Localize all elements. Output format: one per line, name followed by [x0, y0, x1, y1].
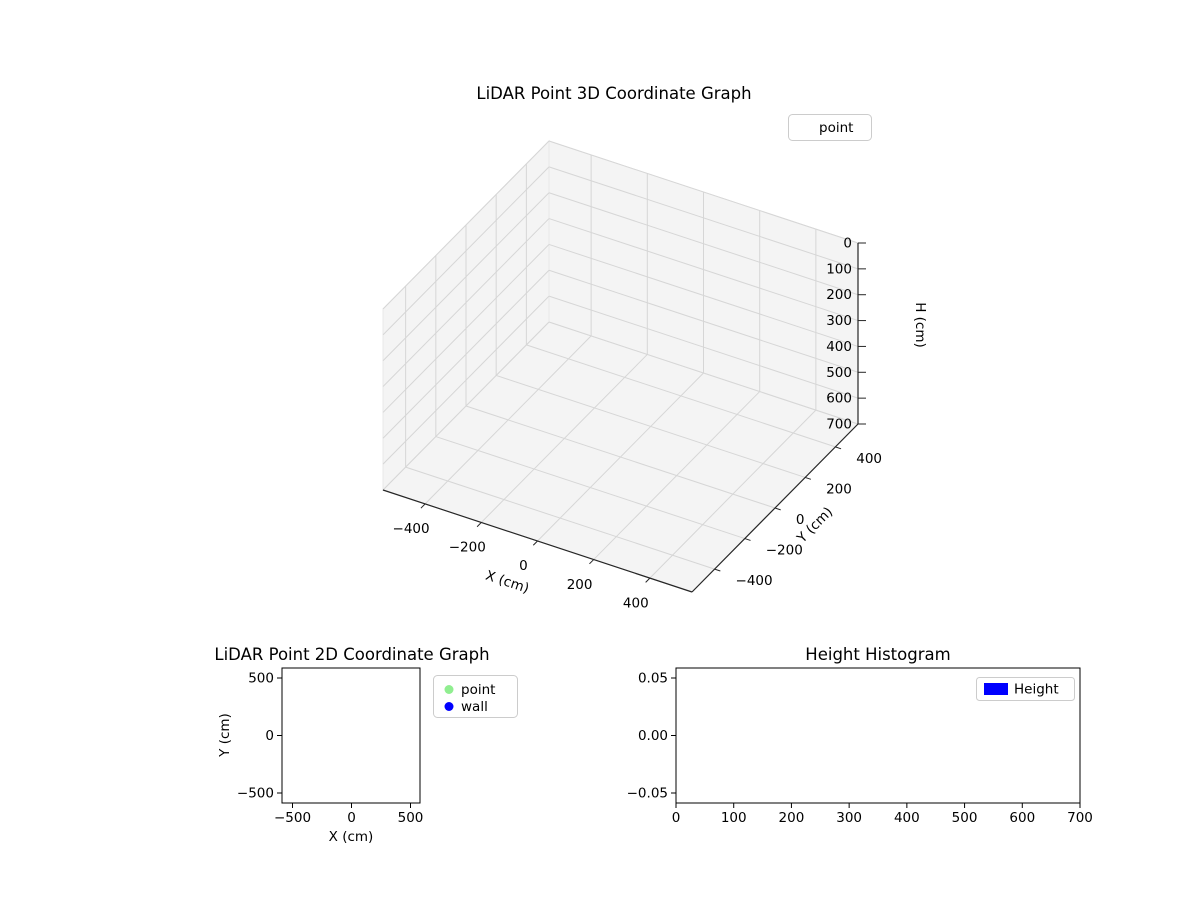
gridline: [382, 244, 550, 413]
gridline: [548, 321, 859, 425]
legend-marker-point: [444, 685, 454, 694]
plot3d-ticks: −400−2000200400−400−20002004000100200300…: [393, 236, 883, 612]
histogram-title: Height Histogram: [805, 645, 950, 664]
x-tick-label: 500: [952, 810, 978, 826]
gridline: [382, 321, 550, 491]
plot2d-title: LiDAR Point 2D Coordinate Graph: [214, 645, 489, 664]
histogram-legend: Height: [976, 677, 1075, 701]
legend-frame: [788, 114, 872, 141]
gridline: [548, 166, 859, 270]
legend-patch-height: [984, 683, 1008, 695]
z-tick-label: 700: [826, 417, 852, 433]
gridline: [548, 140, 859, 244]
x-tick-label: 0: [347, 810, 356, 826]
gridline: [465, 405, 776, 509]
plot2d-x-axis-label: X (cm): [329, 829, 374, 845]
x-tick-label: 100: [721, 810, 747, 826]
plot2d-axes: −500 0 500 −500 0 500: [237, 667, 424, 826]
x-tick-label: 200: [567, 577, 593, 593]
z-tick-label: 300: [826, 313, 852, 329]
lidar-2d-plot: −500 0 500 −500 0 500 LiDAR Point 2D Coordina…: [214, 645, 518, 845]
plot3d-gridlines: [382, 140, 859, 579]
legend-label-wall: wall: [461, 699, 488, 715]
x-tick-label: 400: [623, 595, 649, 611]
z-tick-label: 600: [826, 391, 852, 407]
y-tick-label: 0.00: [638, 728, 668, 744]
histogram-axes: 0 100 200 300 400 500 600 700 −0.05 0.00 0.05: [627, 667, 1093, 826]
x-tick-mark: [532, 540, 538, 546]
x-tick-label: 400: [894, 810, 920, 826]
x-tick-label: −500: [274, 810, 311, 826]
x-tick-mark: [645, 577, 651, 583]
x-tick-label: −200: [449, 540, 486, 556]
gridline: [382, 140, 550, 310]
gridline: [548, 192, 859, 296]
y-tick-label: −500: [237, 786, 274, 802]
gridline: [548, 295, 859, 399]
y-tick-label: 500: [248, 671, 274, 687]
y-tick-mark: [714, 568, 721, 572]
x-tick-label: 600: [1009, 810, 1035, 826]
gridline: [382, 269, 550, 439]
x-tick-label: 500: [398, 810, 424, 826]
y-tick-label: 0: [265, 728, 274, 744]
plot3d-title: LiDAR Point 3D Coordinate Graph: [476, 84, 751, 103]
y-tick-label: 400: [856, 451, 882, 467]
height-histogram-plot: 0 100 200 300 400 500 600 700 −0.05 0.00 0.05 Heig…: [627, 645, 1093, 826]
gridline: [548, 218, 859, 322]
y-tick-mark: [744, 538, 751, 541]
x-tick-mark: [420, 503, 426, 509]
gridline: [405, 466, 715, 570]
y-tick-label: −400: [736, 573, 773, 589]
legend-marker-wall: [444, 702, 454, 711]
y-tick-label: −0.05: [627, 786, 668, 802]
gridline: [382, 218, 550, 387]
x-tick-label: 0: [519, 558, 528, 574]
legend-label-height: Height: [1014, 682, 1059, 698]
plot3d-legend: point: [788, 114, 872, 141]
x-tick-mark: [476, 522, 482, 528]
plot2d-legend: point wall: [433, 675, 518, 718]
lidar-3d-plot: −400−2000200400−400−20002004000100200300…: [382, 84, 928, 612]
axes-frame: [281, 667, 421, 804]
y-tick-mark: [835, 446, 842, 450]
gridline: [382, 295, 550, 465]
gridline: [548, 243, 859, 347]
z-tick-label: 0: [843, 236, 852, 252]
y-tick-label: 0.05: [638, 671, 668, 687]
legend-frame: [433, 675, 518, 718]
z-tick-label: 200: [826, 287, 852, 303]
gridline: [382, 192, 550, 362]
x-tick-label: 0: [672, 810, 681, 826]
z-tick-label: 100: [826, 261, 852, 277]
x-tick-label: 700: [1067, 810, 1093, 826]
gridline: [496, 374, 806, 478]
z-tick-label: 500: [826, 365, 852, 381]
x-tick-mark: [589, 559, 595, 565]
x-tick-label: −400: [393, 521, 430, 537]
gridline: [548, 269, 859, 373]
y-tick-mark: [774, 507, 781, 511]
gridline: [526, 344, 836, 448]
legend-label-point: point: [461, 682, 495, 698]
legend-label-point: point: [819, 120, 853, 136]
z-tick-label: 400: [826, 339, 852, 355]
plot3d-z-axis-label: H (cm): [912, 302, 928, 348]
gridline: [435, 436, 745, 540]
x-tick-label: 300: [836, 810, 862, 826]
legend-marker-point: [801, 123, 811, 132]
gridline: [382, 166, 550, 336]
y-tick-label: −200: [766, 542, 803, 558]
x-tick-label: 200: [779, 810, 805, 826]
y-tick-label: 200: [826, 481, 852, 497]
plot2d-y-axis-label: Y (cm): [217, 713, 233, 758]
y-tick-mark: [805, 476, 812, 480]
y-tick-label: 0: [796, 512, 805, 528]
